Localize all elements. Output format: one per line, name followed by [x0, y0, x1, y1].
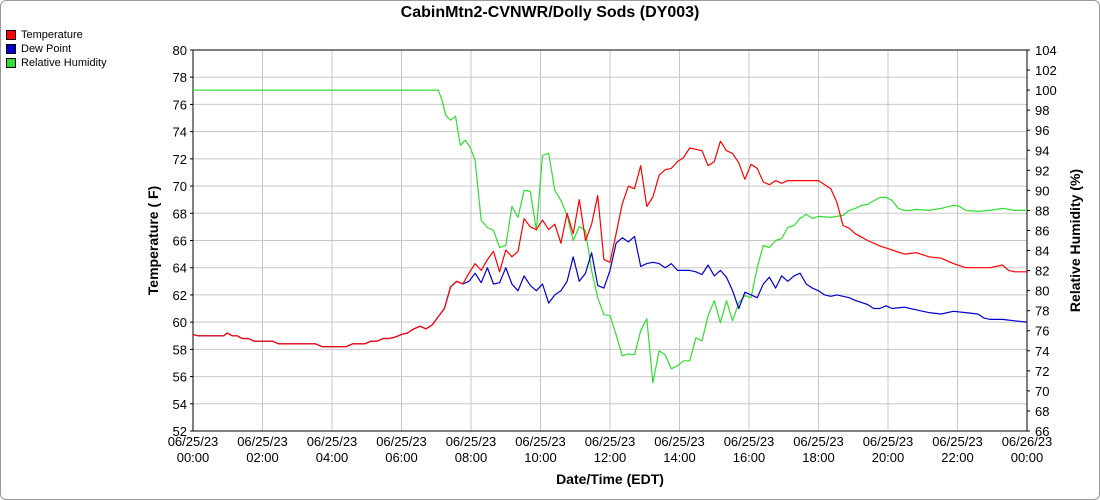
right-tick-label: 70 [1035, 384, 1049, 399]
x-tick-date: 06/25/23 [724, 434, 775, 449]
x-tick-time: 20:00 [872, 450, 905, 465]
grid-lines [192, 49, 1028, 432]
right-tick-label: 78 [1035, 304, 1049, 319]
x-tick-time: 06:00 [385, 450, 418, 465]
right-tick-label: 102 [1035, 63, 1057, 78]
left-tick-label: 60 [173, 315, 187, 330]
legend: Temperature Dew Point Relative Humidity [6, 28, 107, 70]
x-tick-time: 00:00 [177, 450, 210, 465]
right-tick-label: 88 [1035, 203, 1049, 218]
x-tick-time: 00:00 [1011, 450, 1044, 465]
x-tick-time: 04:00 [316, 450, 349, 465]
x-tick-time: 14:00 [663, 450, 696, 465]
left-tick-label: 62 [173, 288, 187, 303]
left-axis-label: Temperature ( F) [145, 186, 161, 295]
legend-swatch-temperature [6, 30, 16, 40]
x-tick-date: 06/25/23 [515, 434, 566, 449]
left-tick-label: 76 [173, 97, 187, 112]
right-tick-label: 74 [1035, 344, 1049, 359]
right-tick-label: 84 [1035, 244, 1049, 259]
right-tick-label: 92 [1035, 163, 1049, 178]
x-tick-date: 06/25/23 [307, 434, 358, 449]
x-tick-date: 06/25/23 [863, 434, 914, 449]
x-axis-label: Date/Time (EDT) [556, 471, 664, 487]
legend-label-relative-humidity: Relative Humidity [21, 57, 107, 69]
right-tick-label: 94 [1035, 143, 1049, 158]
x-tick-time: 02:00 [246, 450, 279, 465]
x-tick-date: 06/25/23 [446, 434, 497, 449]
right-tick-label: 96 [1035, 123, 1049, 138]
right-axis-label: Relative Humidity (%) [1067, 169, 1083, 312]
left-tick-label: 68 [173, 206, 187, 221]
legend-item-temperature: Temperature [6, 28, 107, 42]
x-axis-ticks: 06/25/2300:0006/25/2302:0006/25/2304:000… [168, 434, 1053, 465]
right-tick-label: 98 [1035, 103, 1049, 118]
right-tick-label: 66 [1035, 424, 1049, 439]
x-tick-date: 06/25/23 [376, 434, 427, 449]
series-layer [192, 89, 1028, 384]
left-tick-label: 80 [173, 43, 187, 58]
left-tick-label: 78 [173, 70, 187, 85]
x-tick-time: 10:00 [524, 450, 557, 465]
series-line-relative-humidity [193, 89, 1027, 384]
legend-swatch-dew-point [6, 44, 16, 54]
x-tick-date: 06/25/23 [168, 434, 219, 449]
right-tick-label: 80 [1035, 284, 1049, 299]
right-tick-label: 76 [1035, 324, 1049, 339]
left-tick-label: 58 [173, 342, 187, 357]
right-tick-label: 68 [1035, 404, 1049, 419]
left-axis-ticks: 52 54 56 58 60 62 64 66 68 70 72 74 76 78 80 [173, 43, 193, 439]
legend-swatch-relative-humidity [6, 58, 16, 68]
x-tick-time: 12:00 [594, 450, 627, 465]
left-tick-label: 52 [173, 424, 187, 439]
left-tick-label: 72 [173, 152, 187, 167]
right-axis-ticks: 66 68 70 72 74 76 78 80 82 84 86 88 90 92 94 96 98 100 102… [1027, 43, 1057, 439]
right-tick-label: 104 [1035, 43, 1057, 58]
series-line-temperature [192, 140, 1027, 348]
legend-item-relative-humidity: Relative Humidity [6, 56, 107, 70]
right-tick-label: 86 [1035, 223, 1049, 238]
right-tick-label: 82 [1035, 264, 1049, 279]
left-tick-label: 74 [173, 125, 187, 140]
x-tick-date: 06/25/23 [585, 434, 636, 449]
x-tick-time: 08:00 [455, 450, 488, 465]
x-tick-time: 16:00 [733, 450, 766, 465]
legend-label-temperature: Temperature [21, 29, 83, 41]
left-tick-label: 56 [173, 370, 187, 385]
legend-label-dew-point: Dew Point [21, 43, 72, 55]
x-tick-time: 22:00 [941, 450, 974, 465]
right-tick-label: 90 [1035, 183, 1049, 198]
left-tick-label: 64 [173, 261, 187, 276]
right-tick-label: 100 [1035, 83, 1057, 98]
x-tick-date: 06/26/23 [1002, 434, 1053, 449]
left-tick-label: 66 [173, 234, 187, 249]
x-tick-date: 06/25/23 [932, 434, 983, 449]
x-tick-date: 06/25/23 [654, 434, 705, 449]
chart-title: CabinMtn2-CVNWR/Dolly Sods (DY003) [400, 4, 700, 21]
left-tick-label: 70 [173, 179, 187, 194]
x-tick-date: 06/25/23 [793, 434, 844, 449]
x-tick-date: 06/25/23 [237, 434, 288, 449]
legend-item-dew-point: Dew Point [6, 42, 107, 56]
x-tick-time: 18:00 [802, 450, 835, 465]
left-tick-label: 54 [173, 397, 187, 412]
right-tick-label: 72 [1035, 364, 1049, 379]
